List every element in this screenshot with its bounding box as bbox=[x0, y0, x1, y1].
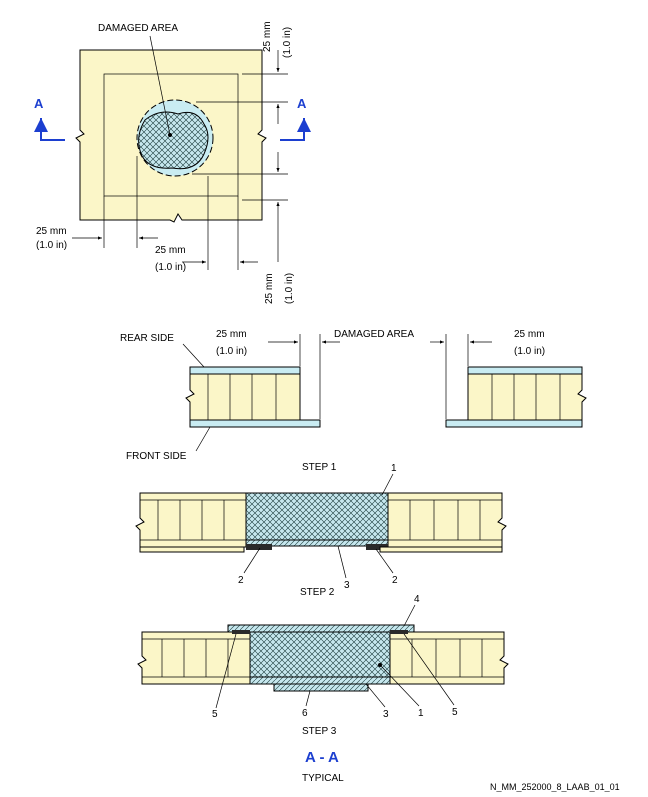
left-rear-skin bbox=[189, 366, 301, 375]
inner-panel-outline bbox=[103, 73, 239, 197]
cs-right-dim-mm: 25 mm bbox=[514, 329, 545, 340]
step2-right-core bbox=[387, 492, 507, 548]
step3-callout-6-leader bbox=[305, 690, 311, 707]
step1-label: STEP 1 bbox=[302, 462, 337, 473]
step2-label: STEP 2 bbox=[300, 587, 335, 598]
step2-callout-2-right: 2 bbox=[392, 575, 398, 586]
step3-callout-5-left: 5 bbox=[212, 709, 218, 720]
top-view: DAMAGED AREA A A 25 mm (1.0 in) 25 mm (1… bbox=[34, 21, 311, 304]
step2-left-core bbox=[135, 492, 247, 548]
step3-callout-3: 3 bbox=[383, 709, 389, 720]
step3-callout-5-right: 5 bbox=[452, 707, 458, 718]
step3-callout-5-left-leader bbox=[215, 633, 237, 709]
mid-dim-in: (1.0 in) bbox=[155, 262, 186, 273]
step3-inner-patch bbox=[249, 676, 391, 685]
left-dim-mm: 25 mm bbox=[36, 226, 67, 237]
bottom-right-dim-in: (1.0 in) bbox=[284, 273, 295, 304]
step3-top-patch bbox=[227, 624, 415, 633]
mid-dim-mm: 25 mm bbox=[155, 245, 186, 256]
step3-callout-4: 4 bbox=[414, 594, 420, 605]
step2-patch bbox=[245, 539, 389, 547]
right-front-skin bbox=[445, 419, 583, 428]
front-side-label: FRONT SIDE bbox=[126, 451, 187, 462]
step2-filler bbox=[245, 492, 389, 541]
right-panel-core bbox=[467, 373, 587, 421]
step3-callout-4-leader bbox=[403, 604, 416, 627]
step3-callout-1: 1 bbox=[418, 708, 424, 719]
step2-callout-2-left-leader bbox=[243, 547, 261, 574]
front-side-leader bbox=[195, 426, 211, 452]
right-rear-skin bbox=[467, 366, 583, 375]
cs-damaged-area-label: DAMAGED AREA bbox=[334, 329, 414, 340]
section-a-right-label: A bbox=[297, 96, 307, 111]
step3-right-core bbox=[389, 631, 509, 685]
step3-bottom-patch bbox=[273, 683, 369, 692]
cs-left-dim-mm: 25 mm bbox=[216, 329, 247, 340]
section-title: A - A bbox=[305, 749, 339, 766]
rear-side-leader bbox=[182, 343, 205, 368]
step3-callout-1-leader bbox=[380, 665, 420, 707]
top-right-dim-mm: 25 mm bbox=[262, 21, 273, 52]
step3-filler bbox=[249, 631, 391, 678]
step3-left-core bbox=[137, 631, 251, 685]
step2-callout-1: 1 bbox=[391, 463, 397, 474]
step2-adhesive-right bbox=[366, 544, 388, 550]
step3-adhesive-right bbox=[390, 630, 408, 634]
cross-section-view: 25 mm (1.0 in) 25 mm (1.0 in) DAMAGED AR… bbox=[120, 329, 587, 473]
step2-right-front-strip bbox=[379, 546, 503, 553]
step3-callout-6: 6 bbox=[302, 708, 308, 719]
left-panel-core bbox=[185, 373, 301, 421]
step3-view: 4 5 5 6 3 1 STEP 3 bbox=[137, 594, 509, 737]
step2-callout-3: 3 bbox=[344, 580, 350, 591]
left-front-skin bbox=[189, 419, 321, 428]
step2-left-front-strip bbox=[139, 546, 245, 553]
step2-callout-1-leader bbox=[381, 473, 394, 496]
top-damaged-area-label: DAMAGED AREA bbox=[98, 23, 178, 34]
typical-label: TYPICAL bbox=[302, 773, 344, 784]
step3-label: STEP 3 bbox=[302, 726, 337, 737]
top-right-dim-in: (1.0 in) bbox=[282, 27, 293, 58]
cs-left-dim-in: (1.0 in) bbox=[216, 346, 247, 357]
section-a-left-label: A bbox=[34, 96, 44, 111]
step3-callout-3-leader bbox=[365, 683, 386, 708]
step3-callout-5-right-leader bbox=[403, 633, 455, 706]
step2-callout-2-right-leader bbox=[375, 548, 394, 574]
step2-adhesive-left bbox=[246, 544, 272, 550]
figure-id: N_MM_252000_8_LAAB_01_01 bbox=[490, 782, 620, 792]
step2-callout-2-left: 2 bbox=[238, 575, 244, 586]
bottom-right-dim-mm: 25 mm bbox=[264, 273, 275, 304]
cs-right-dim-in: (1.0 in) bbox=[514, 346, 545, 357]
damaged-area-leader bbox=[149, 35, 171, 136]
rear-side-label: REAR SIDE bbox=[120, 333, 174, 344]
step2-view: 1 2 2 3 STEP 2 bbox=[135, 463, 507, 598]
left-dim-in: (1.0 in) bbox=[36, 240, 67, 251]
step3-adhesive-left bbox=[232, 630, 250, 634]
damage-blob bbox=[138, 111, 209, 170]
step2-callout-3-leader bbox=[337, 545, 347, 579]
